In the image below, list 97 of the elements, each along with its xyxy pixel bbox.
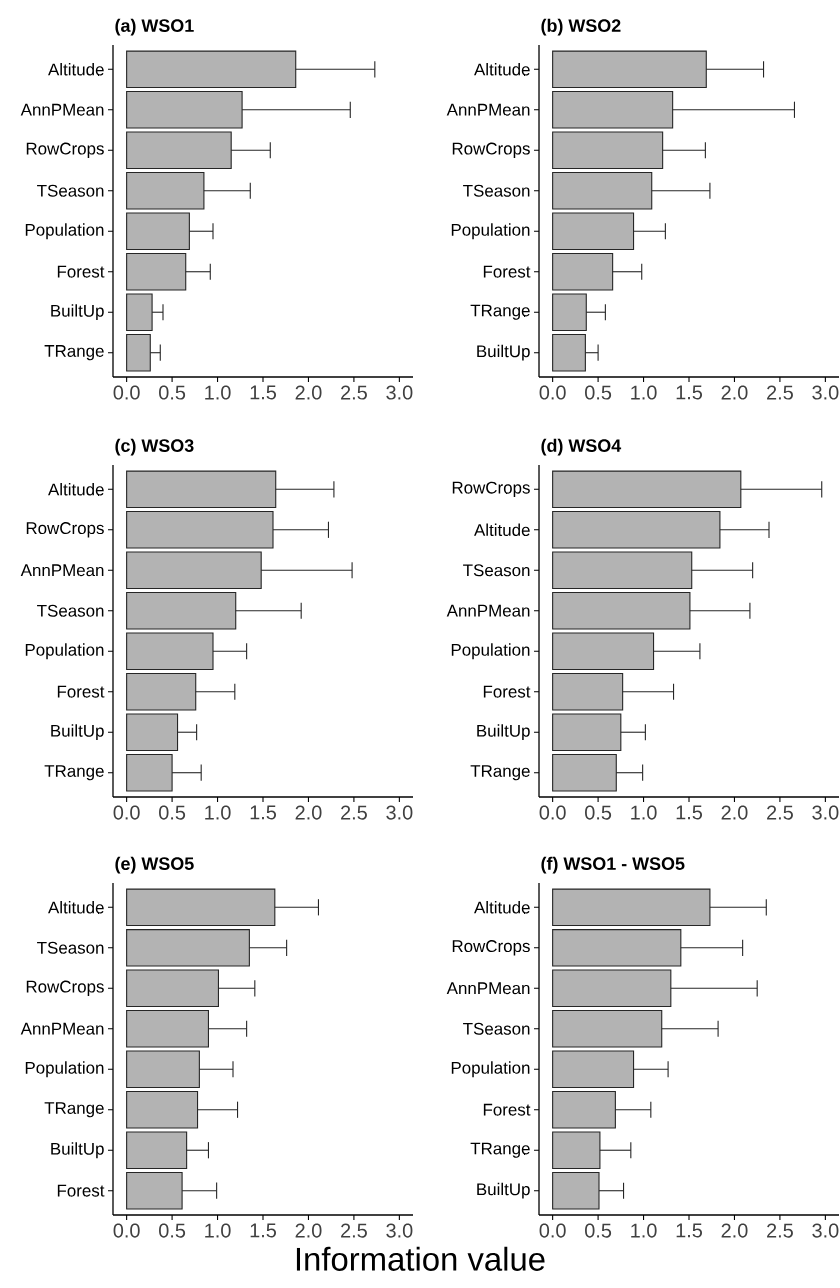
y-tick-label: TRange — [470, 1142, 530, 1158]
x-tick-label: 0.0 — [113, 385, 140, 400]
y-tick-label: Population — [25, 643, 104, 660]
y-tick-label: Altitude — [48, 63, 104, 76]
x-tick-label: 1.0 — [205, 805, 231, 820]
x-tick-label: 1.5 — [676, 385, 703, 400]
y-tick-label: TSeason — [37, 184, 104, 197]
y-tick-label: TRange — [470, 765, 530, 781]
x-tick-label: 0.0 — [539, 385, 566, 400]
x-tick-label: 0.0 — [539, 805, 566, 820]
y-tick-label: Altitude — [48, 483, 104, 496]
y-tick-label: AnnPMean — [20, 564, 104, 577]
x-tick-label: 0.5 — [159, 385, 186, 400]
y-tick-label: TRange — [470, 304, 530, 320]
y-tick-label: Altitude — [474, 901, 530, 914]
y-tick-label: Population — [25, 223, 104, 240]
y-tick-label: TSeason — [463, 184, 530, 197]
chart-title: (a) WSO1 — [115, 18, 194, 36]
y-tick-label: RowCrops — [452, 481, 530, 497]
y-tick-label: TRange — [44, 1102, 104, 1118]
x-tick-label: 1.5 — [250, 1223, 277, 1238]
chart-title: (c) WSO3 — [115, 438, 194, 456]
y-tick-label: Altitude — [474, 63, 530, 76]
chart-title: (b) WSO2 — [541, 18, 621, 36]
x-tick-label: 2.0 — [295, 1223, 322, 1238]
x-tick-label: 1.0 — [205, 1223, 231, 1238]
x-tick-label: 2.5 — [767, 385, 793, 400]
y-tick-label: Forest — [57, 265, 105, 278]
x-tick-label: 0.5 — [159, 1223, 186, 1238]
y-tick-label: RowCrops — [26, 142, 104, 158]
x-axis-title: Information value — [296, 1246, 545, 1271]
x-tick-label: 1.5 — [676, 805, 703, 820]
y-tick-label: BuiltUp — [477, 1182, 530, 1199]
chart-title: (f) WSO1 - WSO5 — [541, 856, 685, 874]
x-tick-label: 2.0 — [295, 805, 322, 820]
y-tick-label: BuiltUp — [477, 344, 530, 361]
x-tick-label: 1.5 — [250, 805, 277, 820]
x-tick-label: 2.0 — [721, 385, 748, 400]
x-tick-label: 0.0 — [539, 1223, 566, 1238]
x-tick-label: 2.5 — [341, 385, 367, 400]
y-tick-label: AnnPMean — [446, 604, 530, 617]
y-tick-label: BuiltUp — [51, 1142, 104, 1159]
y-tick-label: Forest — [483, 685, 531, 698]
y-tick-label: Forest — [57, 1184, 105, 1197]
x-tick-label: 3.0 — [386, 805, 413, 820]
y-tick-label: Altitude — [48, 901, 104, 914]
x-tick-label: 0.5 — [585, 805, 612, 820]
y-tick-label: TSeason — [463, 1022, 530, 1035]
y-tick-label: RowCrops — [26, 522, 104, 538]
y-tick-label: Population — [451, 643, 530, 660]
x-tick-label: 3.0 — [386, 385, 413, 400]
x-tick-label: 2.0 — [295, 385, 322, 400]
x-tick-label: 3.0 — [812, 385, 839, 400]
x-tick-label: 3.0 — [386, 1223, 413, 1238]
y-tick-label: Forest — [57, 685, 105, 698]
y-tick-label: RowCrops — [452, 940, 530, 956]
y-tick-label: TRange — [44, 345, 104, 361]
x-tick-label: 1.0 — [631, 805, 657, 820]
y-tick-label: Forest — [483, 1103, 531, 1116]
x-tick-label: 1.0 — [631, 385, 657, 400]
y-tick-label: BuiltUp — [51, 304, 104, 321]
y-tick-label: Population — [451, 223, 530, 240]
y-tick-label: RowCrops — [452, 142, 530, 158]
chart-title: (e) WSO5 — [115, 856, 194, 874]
y-tick-label: Population — [451, 1061, 530, 1078]
x-tick-label: 3.0 — [812, 1223, 839, 1238]
x-tick-label: 2.5 — [341, 1223, 367, 1238]
y-tick-label: Forest — [483, 265, 531, 278]
y-tick-label: AnnPMean — [446, 982, 530, 995]
y-tick-label: TSeason — [463, 564, 530, 577]
x-tick-label: 0.5 — [585, 385, 612, 400]
y-tick-label: AnnPMean — [20, 1022, 104, 1035]
y-tick-label: TRange — [44, 765, 104, 781]
x-tick-label: 1.5 — [676, 1223, 703, 1238]
x-tick-label: 3.0 — [812, 805, 839, 820]
y-tick-label: TSeason — [37, 604, 104, 617]
y-tick-label: Population — [25, 1061, 104, 1078]
x-tick-label: 1.0 — [205, 385, 231, 400]
y-tick-label: Altitude — [474, 523, 530, 537]
x-tick-label: 2.5 — [767, 1223, 793, 1238]
chart-title: (d) WSO4 — [541, 438, 622, 456]
x-tick-label: 1.0 — [631, 1223, 657, 1238]
y-tick-label: RowCrops — [26, 980, 104, 996]
x-tick-label: 0.0 — [113, 1223, 140, 1238]
x-tick-label: 0.5 — [585, 1223, 612, 1238]
y-tick-label: BuiltUp — [477, 724, 530, 741]
y-tick-label: TSeason — [37, 941, 104, 954]
y-tick-label: BuiltUp — [51, 724, 104, 741]
x-tick-label: 2.0 — [721, 805, 748, 820]
x-tick-label: 0.5 — [159, 805, 186, 820]
x-tick-label: 2.5 — [767, 805, 793, 820]
x-tick-label: 2.5 — [341, 805, 367, 820]
y-tick-label: AnnPMean — [20, 103, 104, 116]
x-tick-label: 2.0 — [721, 1223, 748, 1238]
x-tick-label: 1.5 — [250, 385, 277, 400]
x-tick-label: 0.0 — [113, 805, 140, 820]
y-tick-label: AnnPMean — [446, 103, 530, 116]
